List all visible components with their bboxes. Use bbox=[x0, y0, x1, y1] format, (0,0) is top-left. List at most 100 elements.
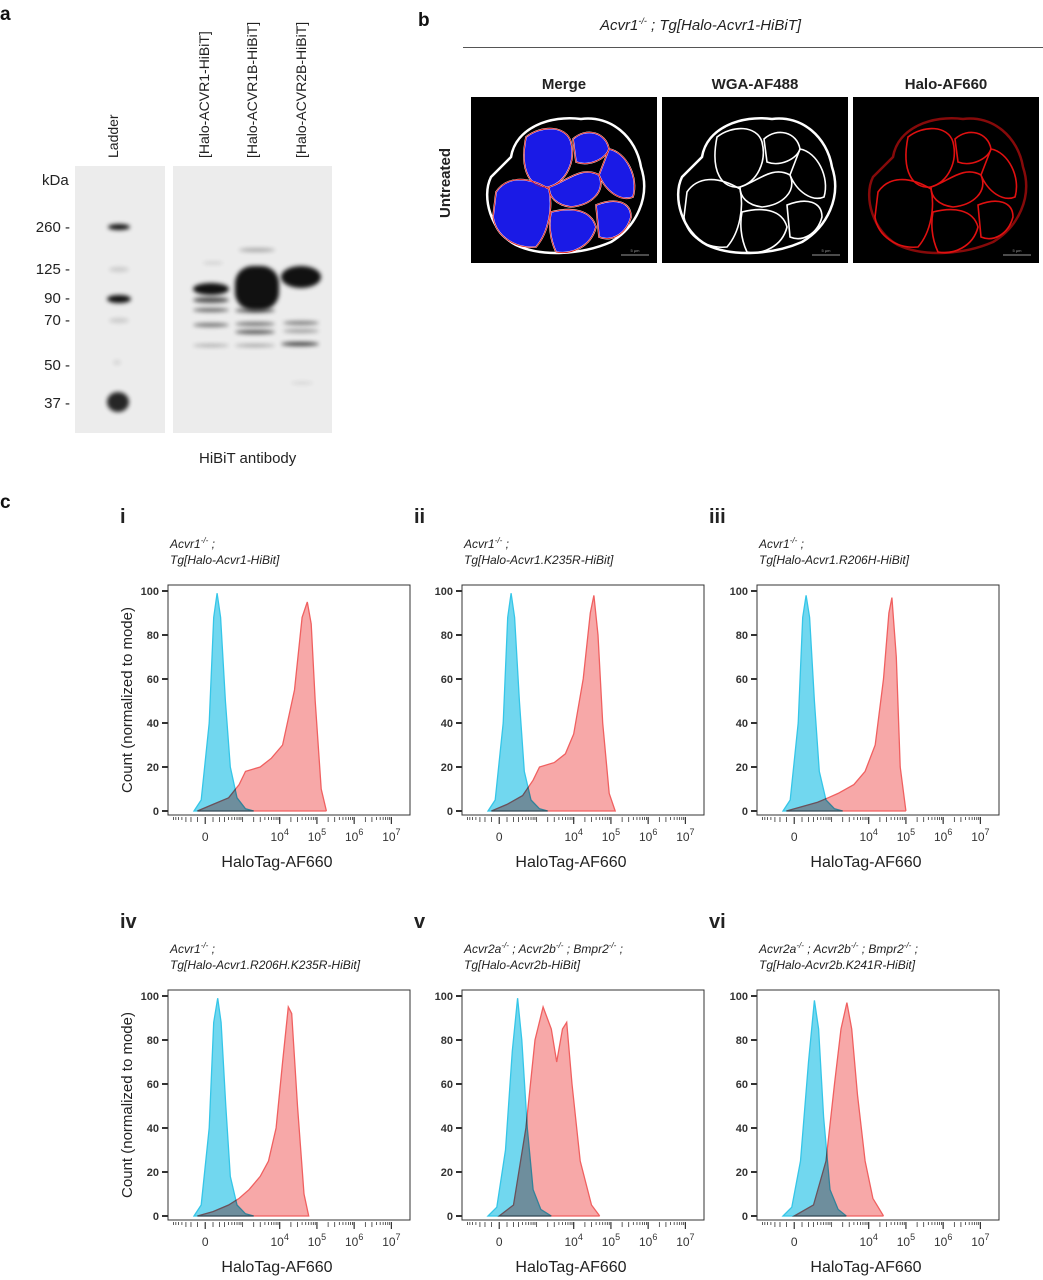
cell-outline bbox=[677, 117, 837, 255]
x-tick-label: 0 bbox=[202, 830, 209, 844]
cell-outline bbox=[683, 178, 743, 248]
x-axis-label: HaloTag-AF660 bbox=[221, 854, 332, 871]
marker-90: 90 - bbox=[44, 290, 70, 307]
histogram-area-control bbox=[192, 998, 254, 1217]
plot-frame bbox=[461, 989, 705, 1221]
cell-outline bbox=[980, 148, 1018, 199]
plot-frame bbox=[756, 584, 1000, 816]
lane-label-acvr1: [Halo-ACVR1-HiBiT] bbox=[196, 31, 212, 158]
microscopy-genotype: Acvr1-/- ; Tg[Halo-Acvr1-HiBiT] bbox=[600, 16, 801, 34]
histogram-area-stained bbox=[497, 1004, 601, 1217]
band bbox=[109, 318, 129, 323]
histogram-i: i Acvr1-/- ; Tg[Halo-Acvr1-HiBit] 0 20 40 60 80… bbox=[119, 506, 411, 871]
marker-37: 37 - bbox=[44, 395, 70, 412]
x-tick-label: 106 bbox=[639, 1232, 657, 1249]
micrograph-wga: 5 µm bbox=[662, 97, 848, 263]
y-tick-label: 20 bbox=[441, 1167, 453, 1179]
x-tick-label: 0 bbox=[202, 1235, 209, 1249]
channel-title-halo: Halo-AF660 bbox=[904, 76, 988, 93]
y-tick-label: 40 bbox=[736, 718, 748, 730]
histogram-area-stained bbox=[197, 601, 328, 812]
band bbox=[283, 329, 319, 333]
y-tick-label: 80 bbox=[736, 630, 748, 642]
genotype-sup: -/- bbox=[638, 16, 647, 26]
y-tick-label: 100 bbox=[730, 991, 748, 1003]
y-tick-label: 0 bbox=[447, 1211, 453, 1223]
marker-125: 125 - bbox=[35, 261, 70, 278]
cell-outline bbox=[714, 127, 764, 188]
plot-frame bbox=[167, 989, 411, 1221]
x-axis-label: HaloTag-AF660 bbox=[515, 1259, 626, 1276]
histogram-iv: iv Acvr1-/- ; Tg[Halo-Acvr1.R206H.K235R-Hi… bbox=[119, 911, 411, 1276]
plot-frame bbox=[756, 989, 1000, 1221]
band bbox=[281, 342, 319, 346]
y-tick-label: 40 bbox=[147, 1123, 159, 1135]
marker-50: 50 - bbox=[44, 357, 70, 374]
cell-outline bbox=[789, 148, 827, 199]
blot-ladder-membrane bbox=[75, 166, 165, 433]
chart-title-transgene: Tg[Halo-Acvr1.K235R-HiBit] bbox=[464, 553, 614, 567]
lane-label-ladder: Ladder bbox=[105, 114, 121, 158]
x-tick-label: 105 bbox=[602, 1232, 620, 1249]
chart-title-transgene: Tg[Halo-Acvr1.R206H.K235R-HiBit] bbox=[170, 958, 361, 972]
y-axis-label: Count (normalized to mode) bbox=[119, 607, 136, 793]
x-tick-label: 104 bbox=[860, 1232, 878, 1249]
plot-frame bbox=[167, 584, 411, 816]
genotype-divider bbox=[463, 47, 1043, 48]
band bbox=[193, 283, 229, 295]
cell-cluster: 5 µm bbox=[677, 117, 840, 256]
cell-outline bbox=[763, 131, 801, 165]
blot-sample-membrane bbox=[173, 166, 332, 433]
genotype-gene: Acvr1 bbox=[600, 17, 639, 34]
y-tick-label: 80 bbox=[736, 1035, 748, 1047]
cell-outline bbox=[492, 179, 551, 248]
y-tick-label: 0 bbox=[742, 806, 748, 818]
subpanel-numeral: i bbox=[120, 506, 126, 528]
cell-outline bbox=[595, 200, 632, 240]
histogram-vi: vi Acvr2a-/- ; Acvr2b-/- ; Bmpr2-/- ; Tg[H… bbox=[709, 911, 1000, 1276]
y-tick-label: 0 bbox=[447, 806, 453, 818]
cell-outline bbox=[523, 127, 573, 188]
histogram-iii: iii Acvr1-/- ; Tg[Halo-Acvr1.R206H-HiBit] 0… bbox=[709, 506, 1000, 871]
band bbox=[235, 330, 275, 334]
y-tick-label: 80 bbox=[441, 1035, 453, 1047]
y-tick-label: 60 bbox=[736, 674, 748, 686]
kda-label: kDa bbox=[42, 172, 69, 189]
y-tick-label: 100 bbox=[435, 991, 453, 1003]
band bbox=[193, 344, 229, 347]
x-axis-label: HaloTag-AF660 bbox=[810, 854, 921, 871]
scale-bar-label: 5 µm bbox=[1013, 248, 1023, 253]
subpanel-numeral: v bbox=[414, 911, 426, 933]
y-tick-label: 80 bbox=[441, 630, 453, 642]
y-tick-label: 20 bbox=[147, 762, 159, 774]
cell-outline bbox=[954, 131, 992, 165]
x-tick-label: 104 bbox=[271, 827, 289, 844]
chart-title-genotype: Acvr2a-/- ; Acvr2b-/- ; Bmpr2-/- ; bbox=[758, 941, 918, 956]
x-axis-label: HaloTag-AF660 bbox=[515, 854, 626, 871]
histogram-area-stained bbox=[197, 1004, 310, 1217]
cell-outline bbox=[523, 128, 573, 188]
x-tick-label: 107 bbox=[676, 1232, 694, 1249]
cell-outline bbox=[740, 208, 788, 254]
band bbox=[291, 382, 313, 384]
x-tick-label: 107 bbox=[382, 827, 400, 844]
y-tick-label: 100 bbox=[141, 586, 159, 598]
band bbox=[113, 360, 121, 365]
micrograph-halo: 5 µm bbox=[853, 97, 1039, 263]
histogram-area-control bbox=[781, 595, 843, 812]
cell-outline bbox=[977, 200, 1014, 240]
chart-title-transgene: Tg[Halo-Acvr2b-HiBit] bbox=[464, 958, 581, 972]
band bbox=[193, 323, 229, 327]
x-tick-label: 0 bbox=[791, 1235, 798, 1249]
y-tick-label: 100 bbox=[730, 586, 748, 598]
x-tick-label: 104 bbox=[271, 1232, 289, 1249]
scale-bar-label: 5 µm bbox=[822, 248, 832, 253]
y-tick-label: 80 bbox=[147, 630, 159, 642]
cell-cluster: 5 µm bbox=[486, 117, 649, 256]
subpanel-numeral: iii bbox=[709, 506, 726, 528]
band bbox=[235, 344, 275, 347]
band bbox=[283, 321, 319, 325]
cell-outline bbox=[572, 131, 610, 165]
band bbox=[193, 297, 229, 303]
